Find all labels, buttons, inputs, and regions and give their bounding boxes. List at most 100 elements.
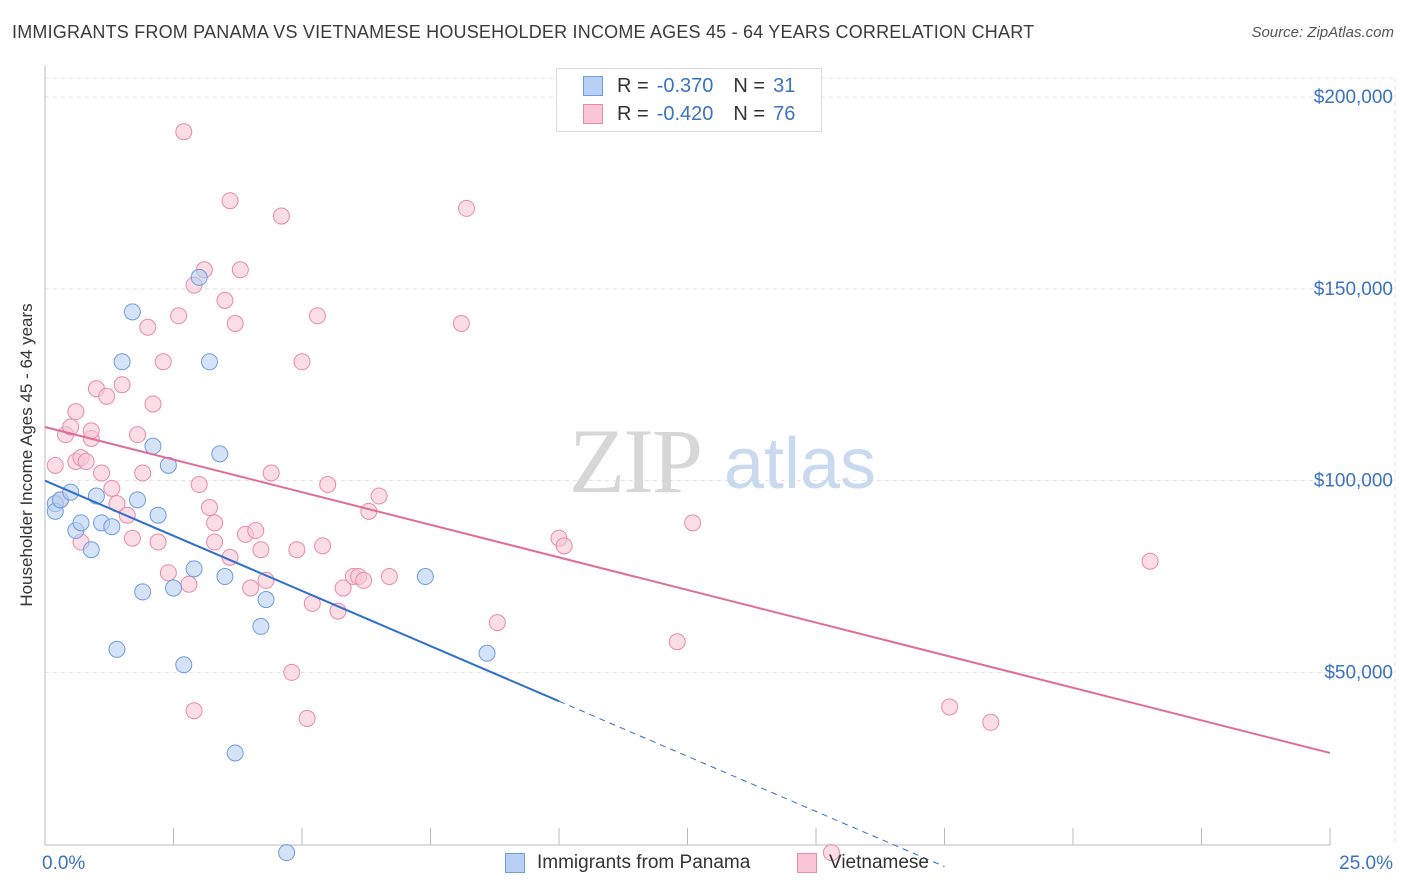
panama-point [185,560,203,578]
vietnamese-point [98,387,116,405]
vietnamese-point [668,633,686,651]
watermark-atlas: atlas [724,424,876,504]
axes [44,66,1331,846]
y-tick-label: $50,000 [1324,662,1393,683]
panama-point [113,353,131,371]
vietnamese-point [488,614,506,632]
watermark: ZIP atlas [569,410,876,512]
series-legend-panama: Immigrants from Panama [505,852,750,874]
source-label: Source: ZipAtlas.com [1251,24,1394,41]
legend-r-value-vietnamese: -0.420 [656,102,714,125]
vietnamese-point [149,533,167,551]
vietnamese-point [144,395,162,413]
vietnamese-point [262,464,280,482]
series-name-panama: Immigrants from Panama [537,852,751,873]
y-tick-label: $200,000 [1314,87,1393,108]
vietnamese-point [46,456,64,474]
vietnamese-point [380,568,398,586]
panama-point [72,514,90,532]
series-legend: Immigrants from Panama Vietnamese [0,852,1406,876]
vietnamese-point [288,541,306,559]
panama-point [278,844,296,862]
vietnamese-point [982,713,1000,731]
vietnamese-point [272,207,290,225]
panama-point [478,644,496,662]
vietnamese-point [200,499,218,517]
x-tick-label-end: 25.0% [1339,853,1393,874]
series-swatch-panama [505,853,525,873]
vietnamese-point [139,318,157,336]
panama-trend-extension [558,700,945,868]
tick-labels: $50,000 $100,000 $150,000 $200,000 0.0% 25.0% [42,87,1393,874]
legend-box: R = -0.370 N = 31 R = -0.420 N = 76 [556,68,822,132]
vietnamese-point [247,522,265,540]
vietnamese-point [314,537,332,555]
vietnamese-point [170,307,188,325]
series-name-vietnamese: Vietnamese [829,852,929,873]
series-legend-vietnamese: Vietnamese [797,852,929,874]
vietnamese-point [308,307,326,325]
panama-point [82,541,100,559]
vietnamese-point [355,571,373,589]
vietnamese-point [185,702,203,720]
vietnamese-point [129,426,147,444]
legend-row-panama: R = -0.370 N = 31 [583,74,795,98]
legend-swatch-panama [583,76,603,96]
vietnamese-point [93,464,111,482]
vietnamese-point [283,663,301,681]
panama-point [200,353,218,371]
data-points [46,123,1159,862]
vietnamese-point [452,314,470,332]
vietnamese-point [123,529,141,547]
vietnamese-point [457,199,475,217]
watermark-zip: ZIP [569,410,701,512]
vietnamese-point [555,537,573,555]
panama-point [144,437,162,455]
panama-point [134,583,152,601]
panama-point [87,487,105,505]
x-tick-label-start: 0.0% [42,853,85,874]
y-tick-label: $100,000 [1314,471,1393,492]
panama-point [123,303,141,321]
vietnamese-point [216,291,234,309]
vietnamese-point [180,575,198,593]
legend-row-vietnamese: R = -0.420 N = 76 [583,102,795,126]
panama-point [149,506,167,524]
panama-point [216,568,234,586]
vietnamese-point [252,541,270,559]
vietnamese-point [226,314,244,332]
vietnamese-point [298,709,316,727]
series-swatch-vietnamese [797,853,817,873]
vietnamese-point [134,464,152,482]
panama-point [190,268,208,286]
vietnamese-point [67,403,85,421]
trend-lines [44,426,1331,868]
panama-point [165,579,182,597]
legend-r-value-panama: -0.370 [656,74,714,97]
vietnamese-point [113,376,131,394]
vietnamese-point [370,487,388,505]
vietnamese-point [293,353,311,371]
vietnamese-point [62,418,80,436]
panama-point [103,518,121,536]
vietnamese-trend-line [44,426,1331,754]
vietnamese-point [231,261,249,279]
panama-trend-line [44,479,560,703]
legend-n-value-vietnamese: 76 [773,102,796,125]
legend-n-label: N = [733,102,766,125]
vietnamese-point [103,479,121,497]
vietnamese-point [77,453,95,470]
panama-point [108,640,126,658]
vietnamese-point [941,698,959,716]
chart-title: IMMIGRANTS FROM PANAMA VS VIETNAMESE HOU… [12,22,1035,42]
vietnamese-point [190,476,208,494]
panama-point [252,617,270,635]
panama-point [211,445,229,463]
vietnamese-point [159,564,177,582]
vietnamese-point [1141,552,1159,570]
panama-point [226,744,244,762]
panama-point [129,491,147,509]
panama-point [416,568,434,586]
gridlines [45,77,1396,845]
vietnamese-point [684,514,702,532]
